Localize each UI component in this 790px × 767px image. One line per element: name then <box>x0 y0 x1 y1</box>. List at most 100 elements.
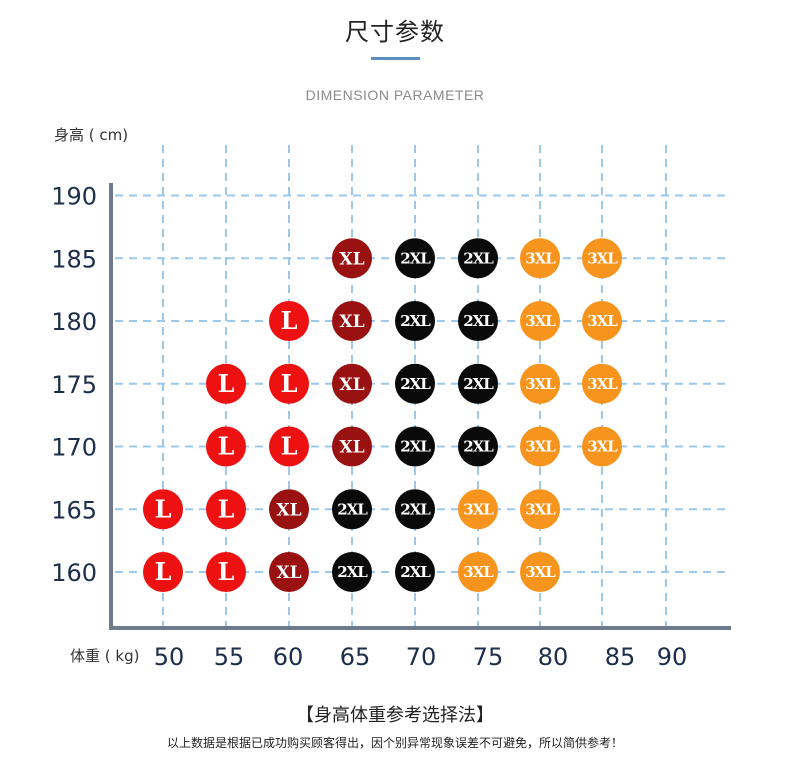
size-marker-label: 3XL <box>463 500 494 518</box>
size-marker-circle <box>269 301 309 341</box>
size-marker-label: XL <box>339 312 364 332</box>
size-marker-label: 2XL <box>337 500 368 518</box>
x-tick-label-70: 70 <box>406 643 437 671</box>
size-marker-circle <box>143 552 183 592</box>
size-marker-label: 2XL <box>400 312 431 330</box>
size-marker-2xl-70-160: 2XL <box>395 552 435 592</box>
size-marker-l-55-170: L <box>206 426 246 467</box>
size-marker-l-60-175: L <box>269 363 309 404</box>
size-marker-l-55-175: L <box>206 363 246 404</box>
size-marker-circle <box>458 489 498 530</box>
y-tick-label-180: 180 <box>51 308 97 336</box>
size-marker-circle <box>582 363 622 404</box>
size-marker-xl-65-170: XL <box>332 426 372 467</box>
size-marker-circle <box>395 552 435 592</box>
size-marker-label: 2XL <box>463 249 494 267</box>
size-marker-3xl-85-175: 3XL <box>582 363 622 404</box>
size-marker-circle <box>332 489 372 530</box>
size-marker-label: 2XL <box>400 500 431 518</box>
size-marker-label: 3XL <box>525 312 556 330</box>
size-marker-label: L <box>281 369 298 398</box>
x-tick-label-75: 75 <box>473 643 504 671</box>
size-marker-label: 3XL <box>525 563 556 581</box>
size-marker-3xl-75-160: 3XL <box>458 552 498 592</box>
y-tick-label-175: 175 <box>51 371 97 399</box>
size-marker-circle <box>206 552 246 592</box>
page-title: 尺寸参数 <box>345 18 445 46</box>
x-tick-label-80: 80 <box>538 643 569 671</box>
size-marker-label: 2XL <box>463 312 494 330</box>
y-tick-label-185: 185 <box>51 245 97 273</box>
size-marker-3xl-85-180: 3XL <box>582 301 622 341</box>
x-tick-label-60: 60 <box>273 643 304 671</box>
size-marker-circle <box>520 426 560 467</box>
size-marker-circle <box>332 426 372 467</box>
size-marker-circle <box>332 552 372 592</box>
size-marker-circle <box>520 552 560 592</box>
size-marker-label: XL <box>339 438 364 458</box>
size-marker-circle <box>332 301 372 341</box>
size-marker-circle <box>143 489 183 530</box>
size-marker-label: 2XL <box>400 563 431 581</box>
size-marker-3xl-80-185: 3XL <box>520 238 560 279</box>
size-marker-2xl-70-165: 2XL <box>395 489 435 530</box>
size-marker-3xl-85-185: 3XL <box>582 238 622 279</box>
size-marker-xl-65-180: XL <box>332 301 372 341</box>
size-marker-circle <box>520 489 560 530</box>
size-marker-circle <box>458 426 498 467</box>
size-marker-label: XL <box>339 249 364 269</box>
size-marker-label: 2XL <box>400 249 431 267</box>
size-marker-circle <box>458 301 498 341</box>
size-marker-circle <box>269 489 309 530</box>
size-marker-3xl-85-170: 3XL <box>582 426 622 467</box>
size-marker-circle <box>458 363 498 404</box>
size-marker-label: L <box>218 369 235 398</box>
size-marker-label: L <box>218 432 235 461</box>
size-marker-label: XL <box>339 375 364 395</box>
size-marker-xl-65-185: XL <box>332 238 372 279</box>
size-marker-label: 2XL <box>337 563 368 581</box>
size-marker-label: L <box>218 557 235 586</box>
size-marker-2xl-70-180: 2XL <box>395 301 435 341</box>
size-marker-circle <box>520 363 560 404</box>
size-marker-label: 3XL <box>525 500 556 518</box>
size-marker-label: 2XL <box>463 375 494 393</box>
size-marker-label: 3XL <box>587 312 618 330</box>
size-marker-circle <box>206 363 246 404</box>
size-marker-2xl-65-160: 2XL <box>332 552 372 592</box>
size-marker-l-50-165: L <box>143 489 183 530</box>
size-marker-circle <box>582 426 622 467</box>
size-marker-label: L <box>281 306 298 335</box>
size-marker-l-60-180: L <box>269 301 309 341</box>
size-marker-circle <box>395 426 435 467</box>
size-marker-label: 3XL <box>463 563 494 581</box>
size-marker-circle <box>206 426 246 467</box>
disclaimer-note: 以上数据是根据已成功购买顾客得出，因个别异常现象误差不可避免，所以简供参考！ <box>166 736 623 750</box>
size-marker-label: XL <box>276 563 301 583</box>
rule-title: 【身高体重参考选择法】 <box>296 705 494 726</box>
x-tick-label-90: 90 <box>657 643 688 671</box>
size-marker-3xl-75-165: 3XL <box>458 489 498 530</box>
x-tick-label-55: 55 <box>214 643 245 671</box>
size-marker-label: L <box>218 494 235 523</box>
x-tick-label-65: 65 <box>340 643 371 671</box>
size-marker-3xl-80-180: 3XL <box>520 301 560 341</box>
title-underline <box>371 57 420 60</box>
y-tick-label-165: 165 <box>51 496 97 524</box>
y-axis-label: 身高 ( cm) <box>54 126 129 144</box>
size-marker-circle <box>458 552 498 592</box>
size-marker-3xl-80-170: 3XL <box>520 426 560 467</box>
size-marker-2xl-75-175: 2XL <box>458 363 498 404</box>
y-tick-label-160: 160 <box>51 559 97 587</box>
size-marker-l-55-165: L <box>206 489 246 530</box>
size-marker-xl-65-175: XL <box>332 363 372 404</box>
size-marker-circle <box>520 301 560 341</box>
size-marker-circle <box>269 363 309 404</box>
size-marker-label: 3XL <box>587 438 618 456</box>
size-marker-l-60-170: L <box>269 426 309 467</box>
size-marker-2xl-75-170: 2XL <box>458 426 498 467</box>
size-marker-l-50-160: L <box>143 552 183 592</box>
size-marker-circle <box>332 363 372 404</box>
x-tick-label-50: 50 <box>154 643 185 671</box>
size-marker-label: 2XL <box>400 438 431 456</box>
